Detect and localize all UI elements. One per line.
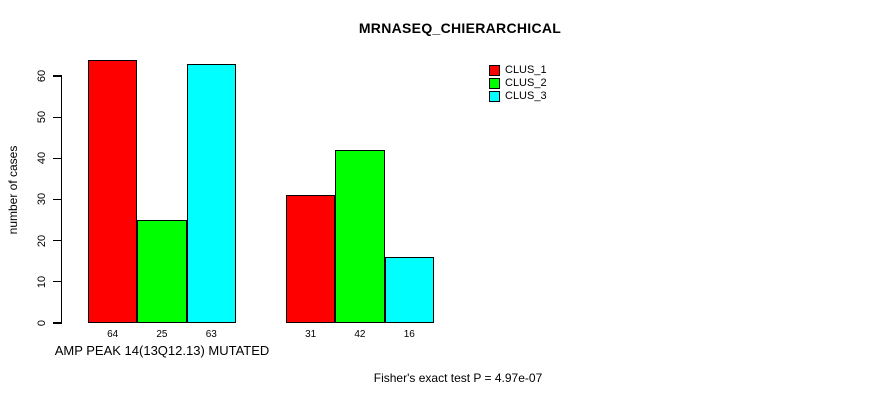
y-tick-mark: [52, 116, 61, 118]
bar-value-label: 31: [305, 329, 317, 340]
bar-clus_1-group1: [88, 59, 138, 323]
legend: CLUS_1 CLUS_2 CLUS_3: [489, 64, 547, 103]
legend-item: CLUS_2: [489, 77, 547, 89]
legend-item: CLUS_3: [489, 90, 547, 102]
x-axis-label: AMP PEAK 14(13Q12.13) MUTATED: [54, 343, 270, 358]
legend-swatch-clus3: [489, 90, 500, 102]
bar-clus_2-group2: [335, 150, 385, 323]
y-axis-line: [60, 75, 62, 324]
legend-label: CLUS_3: [505, 90, 547, 102]
legend-swatch-clus1: [489, 64, 500, 76]
bar-clus_2-group1: [137, 220, 187, 323]
y-tick-label: 50: [36, 111, 48, 124]
y-tick-label: 20: [36, 234, 48, 247]
y-tick-mark: [52, 240, 61, 242]
legend-item: CLUS_1: [489, 64, 547, 76]
bar-value-label: 25: [156, 329, 168, 340]
bar-value-label: 63: [205, 329, 217, 340]
y-tick-label: 10: [36, 275, 48, 288]
legend-swatch-clus2: [489, 77, 500, 89]
bar-value-label: 64: [107, 329, 119, 340]
legend-label: CLUS_1: [505, 64, 547, 76]
y-tick-label: 60: [36, 69, 48, 83]
y-tick-mark: [52, 198, 61, 201]
y-tick-mark: [52, 75, 61, 77]
y-tick-mark: [52, 281, 61, 283]
bar-value-label: 16: [403, 329, 415, 340]
chart-title: MRNASEQ_CHIERARCHICAL: [358, 20, 562, 36]
y-tick-mark: [52, 157, 61, 159]
y-tick-mark: [52, 322, 61, 324]
bar-clus_3-group2: [384, 257, 434, 323]
y-tick-label: 30: [36, 193, 48, 206]
bar-clus_3-group1: [186, 63, 236, 323]
legend-label: CLUS_2: [505, 77, 547, 89]
bar-value-label: 42: [354, 329, 366, 340]
y-tick-label: 40: [36, 152, 48, 165]
statistical-test-annotation: Fisher's exact test P = 4.97e-07: [373, 371, 543, 385]
y-tick-label: 0: [36, 319, 48, 327]
bar-clus_1-group2: [286, 195, 336, 323]
